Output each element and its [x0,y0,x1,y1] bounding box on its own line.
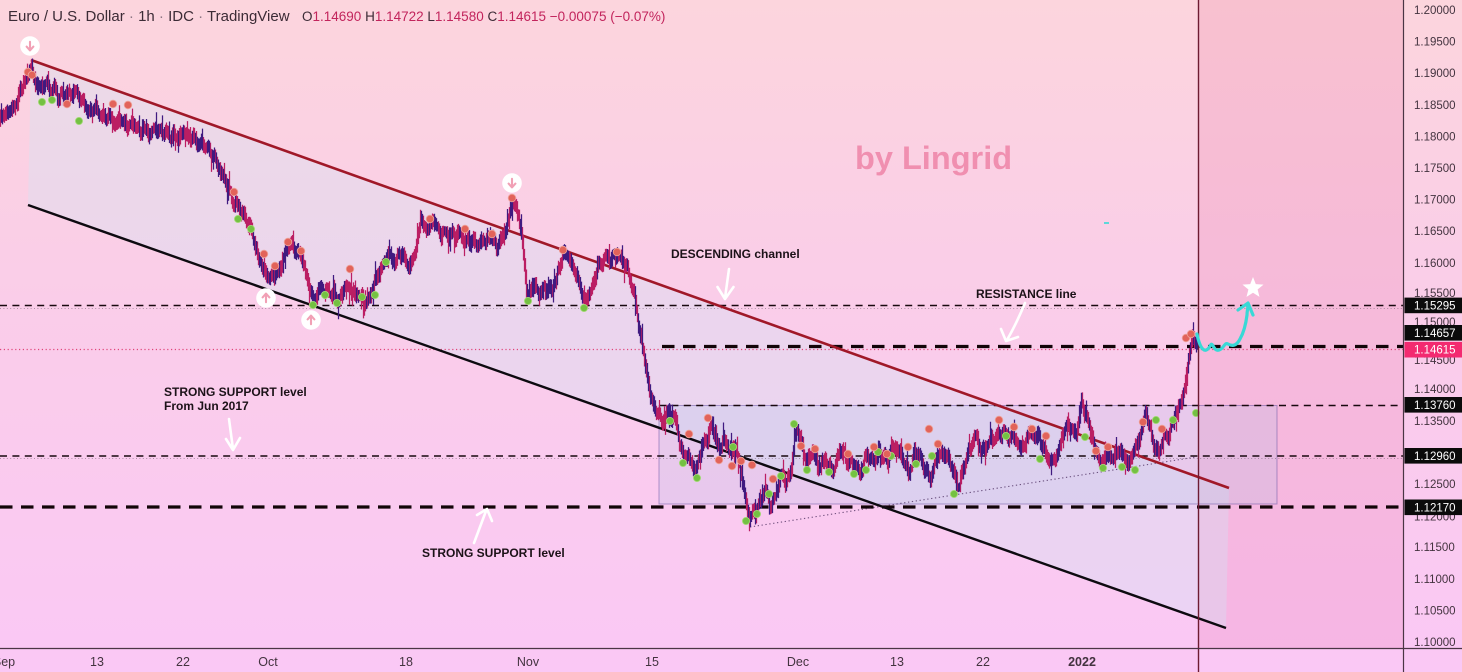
svg-text:1.20000: 1.20000 [1414,5,1456,17]
svg-text:1.14000: 1.14000 [1414,384,1456,396]
svg-text:1.19000: 1.19000 [1414,68,1456,80]
svg-text:STRONG SUPPORT level: STRONG SUPPORT level [164,385,307,399]
svg-text:1.12170: 1.12170 [1414,502,1456,514]
svg-text:1.19500: 1.19500 [1414,37,1456,49]
svg-text:1.13760: 1.13760 [1414,400,1456,412]
svg-text:Sep: Sep [0,655,15,669]
svg-text:1.16000: 1.16000 [1414,258,1456,270]
svg-text:Euro / U.S. Dollar · 1h · IDC: Euro / U.S. Dollar · 1h · IDC · TradingV… [8,8,290,25]
svg-text:13: 13 [890,655,904,669]
svg-text:1.17000: 1.17000 [1414,195,1456,207]
svg-text:1.14615: 1.14615 [1414,345,1456,357]
svg-text:22: 22 [176,655,190,669]
svg-text:Dec: Dec [787,655,809,669]
svg-text:Oct: Oct [258,655,278,669]
svg-text:13: 13 [90,655,104,669]
svg-text:1.14657: 1.14657 [1414,328,1456,340]
svg-text:15: 15 [645,655,659,669]
svg-text:1.13500: 1.13500 [1414,416,1456,428]
svg-text:1.10000: 1.10000 [1414,637,1456,649]
svg-text:DESCENDING channel: DESCENDING channel [671,247,800,261]
svg-text:1.12960: 1.12960 [1414,451,1456,463]
svg-text:1.12500: 1.12500 [1414,479,1456,491]
svg-text:18: 18 [399,655,413,669]
svg-text:2022: 2022 [1068,655,1096,669]
svg-text:1.15295: 1.15295 [1414,300,1456,312]
svg-text:1.16500: 1.16500 [1414,226,1456,238]
svg-text:1.15500: 1.15500 [1414,288,1456,300]
svg-text:1.10500: 1.10500 [1414,605,1456,617]
svg-text:STRONG SUPPORT level: STRONG SUPPORT level [422,546,565,560]
svg-text:O1.14690 H1.14722 L1.14580 C1.: O1.14690 H1.14722 L1.14580 C1.14615 −0.0… [302,9,665,24]
svg-text:Nov: Nov [517,655,540,669]
svg-text:1.11500: 1.11500 [1414,542,1455,554]
svg-text:1.11000: 1.11000 [1414,574,1455,586]
svg-text:RESISTANCE line: RESISTANCE line [976,287,1077,301]
svg-text:1.18000: 1.18000 [1414,131,1456,143]
svg-text:22: 22 [976,655,990,669]
svg-text:From Jun 2017: From Jun 2017 [164,399,249,413]
svg-text:by Lingrid: by Lingrid [855,140,1012,176]
svg-text:1.14500: 1.14500 [1414,355,1456,367]
svg-text:1.18500: 1.18500 [1414,100,1456,112]
svg-text:1.17500: 1.17500 [1414,163,1456,175]
